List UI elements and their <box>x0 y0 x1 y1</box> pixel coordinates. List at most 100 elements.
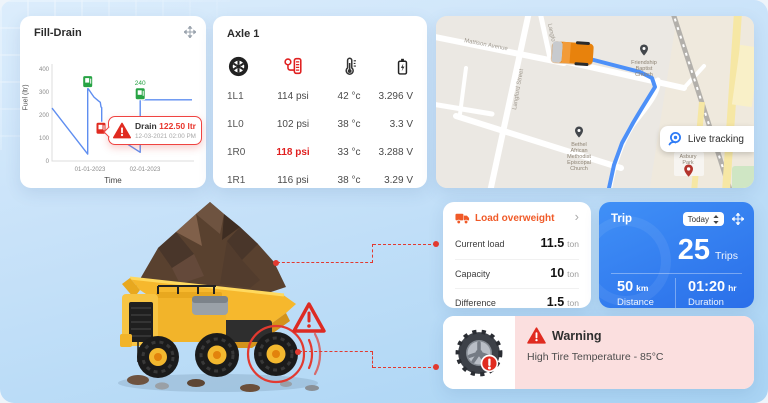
y-tick: 400 <box>39 67 50 73</box>
poi-pin-bethel[interactable] <box>575 126 583 138</box>
move-icon[interactable] <box>184 26 196 38</box>
tire-temp: 42 °c <box>337 90 361 102</box>
connector-dot <box>433 364 439 370</box>
y-tick: 200 <box>39 113 50 119</box>
tire-pressure: 102 psi <box>276 118 310 130</box>
alert-wheel <box>246 324 322 384</box>
truck-illustration <box>100 192 435 403</box>
load-row-unit: ton <box>567 269 579 279</box>
trip-count-label: Trips <box>715 250 738 262</box>
trip-count: 25 <box>677 234 711 266</box>
x-tick: 01-01-2023 <box>75 167 106 173</box>
connector-line <box>277 262 373 263</box>
tooltip-datetime: 12-03-2021 02:00 PM <box>135 133 196 140</box>
tire-id: 1L1 <box>227 90 244 102</box>
rocks <box>127 375 319 392</box>
connector-dot <box>273 260 279 266</box>
connector-line <box>372 244 373 263</box>
distance-unit: km <box>636 283 649 293</box>
duration-value: 01:20 <box>688 279 726 295</box>
truck-icon <box>455 213 470 225</box>
warning-panel: Warning High Tire Temperature - 85°C <box>515 316 754 389</box>
move-icon[interactable] <box>732 213 744 225</box>
live-tracking-button[interactable]: Live tracking <box>659 126 754 152</box>
warning-triangle <box>292 302 326 333</box>
wheel-highlight-ring <box>246 324 306 384</box>
fill-drain-chart: 400 300 200 100 0 01-01-2023 02-01-2023 … <box>39 64 194 173</box>
updown-icon <box>713 214 719 224</box>
y-tick: 100 <box>39 136 50 142</box>
y-tick: 0 <box>46 159 50 165</box>
fill-marker <box>82 75 94 89</box>
axle-row: 1L1 114 psi 42 °c 3.296 V <box>227 82 413 110</box>
divider <box>611 273 742 274</box>
dirt-load <box>136 202 286 297</box>
load-row: Capacity 10 ton <box>455 259 579 285</box>
street-label-langfo: Langfo <box>546 23 556 43</box>
park-area <box>732 166 754 188</box>
truck-body <box>120 285 272 362</box>
fill-drain-card: Fill-Drain Fuel (ltr) 400 300 200 100 0 … <box>20 16 206 188</box>
axle-header-row <box>227 50 413 82</box>
map-canvas: Friendship Baptist Church Bethel African Met… <box>436 16 754 188</box>
trip-title: Trip <box>611 213 633 225</box>
connector-dot <box>295 349 301 355</box>
connector-line <box>373 244 436 245</box>
trip-period-select[interactable]: Today <box>682 212 724 226</box>
tooltip-event: Drain <box>135 121 157 131</box>
load-row: Current load 11.5 ton <box>455 230 579 256</box>
chevron-right-icon[interactable]: › <box>574 209 579 224</box>
connector-line <box>373 367 436 368</box>
warning-triangle-icon <box>113 122 131 139</box>
axle-row: 1L0 102 psi 38 °c 3.3 V <box>227 110 413 138</box>
connector-line <box>372 352 373 368</box>
warning-message: High Tire Temperature - 85°C <box>527 351 664 363</box>
temperature-icon <box>344 57 356 75</box>
tire-temp: 33 °c <box>337 146 361 158</box>
warning-card: Warning High Tire Temperature - 85°C <box>443 316 754 389</box>
load-row-value: 1.5 <box>546 295 565 309</box>
poi-pin-friendship[interactable] <box>640 44 648 56</box>
load-row-unit: ton <box>567 239 579 249</box>
tire-id: 1L0 <box>227 118 244 130</box>
pressure-icon <box>284 57 302 75</box>
tire-voltage: 3.29 V <box>384 174 413 186</box>
load-overweight-header[interactable]: Load overweight › <box>455 209 579 225</box>
route-line <box>584 56 657 188</box>
poi-pin-asbury[interactable] <box>684 164 693 177</box>
load-row-value: 11.5 <box>540 236 565 250</box>
load-row-unit: ton <box>567 298 579 308</box>
trip-distance: 50 km Distance <box>611 278 675 308</box>
drain-tooltip: Drain 122.50 ltr 12-03-2021 02:00 PM <box>108 116 202 145</box>
distance-value: 50 <box>617 279 634 295</box>
vehicle-marker[interactable] <box>550 40 594 67</box>
load-row-label: Capacity <box>455 269 491 279</box>
tire-voltage: 3.296 V <box>378 90 413 102</box>
tire-id: 1R1 <box>227 174 246 186</box>
poi-label-bethel: Bethel African Methodist Episcopal Church <box>567 142 591 172</box>
distance-label: Distance <box>617 297 654 308</box>
x-axis-label: Time <box>104 176 122 185</box>
tire-pressure-alert: 118 psi <box>276 146 310 158</box>
load-row-label: Current load <box>455 239 505 249</box>
duration-unit: hr <box>728 283 737 293</box>
load-row-label: Difference <box>455 298 496 308</box>
tire-pressure: 114 psi <box>277 90 309 102</box>
axle-card: Axle 1 <box>213 16 427 188</box>
battery-icon <box>397 58 408 75</box>
axle-row: 1R0 118 psi 33 °c 3.288 V <box>227 138 413 166</box>
load-overweight-card: Load overweight › Current load 11.5 ton … <box>443 202 591 309</box>
svg-text:240: 240 <box>135 80 146 87</box>
load-row: Difference 1.5 ton <box>455 288 579 314</box>
load-overweight-title: Load overweight <box>475 212 555 224</box>
poi-label-asbury: Asbury Park <box>679 154 696 166</box>
load-row-value: 10 <box>550 266 565 280</box>
tire-voltage: 3.3 V <box>389 118 413 130</box>
fill-drain-title: Fill-Drain <box>34 27 82 39</box>
tire-temp: 38 °c <box>337 174 361 186</box>
map-card[interactable]: Friendship Baptist Church Bethel African Met… <box>436 16 754 188</box>
trip-card: Trip Today 25 Trips 50 km <box>599 202 754 308</box>
tire-voltage: 3.288 V <box>378 146 413 158</box>
connector-line <box>299 351 373 352</box>
tire-alert-image <box>455 329 503 376</box>
